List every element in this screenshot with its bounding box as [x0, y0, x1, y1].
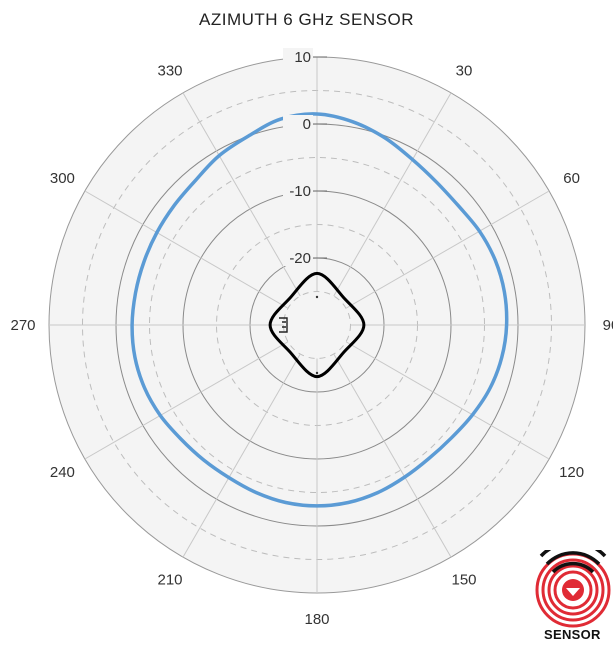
angle-label: 60	[563, 170, 580, 187]
label-group: 330 30 300 60 270 90 240 120 210 150 180 10 0 -10 -20	[10, 48, 613, 628]
sensor-logo	[533, 540, 613, 648]
center-mark-dot	[315, 295, 319, 299]
angle-label: 270	[10, 317, 35, 334]
grid-spoke	[333, 92, 452, 297]
grid-spoke	[182, 353, 301, 558]
grid-spoke	[345, 190, 550, 309]
angle-label: 120	[559, 464, 584, 481]
grid-spoke	[84, 341, 289, 460]
polar-grid	[48, 56, 586, 594]
radial-tick-bg	[283, 182, 313, 199]
series-group	[130, 112, 509, 508]
series-line-black	[268, 271, 366, 379]
sensor-logo-text: SENSOR	[544, 627, 601, 642]
angle-label: 330	[157, 62, 182, 79]
grid-spoke	[84, 190, 289, 309]
angle-label: 240	[50, 464, 75, 481]
center-mark-dot	[315, 371, 319, 375]
radial-tick-label: -20	[289, 250, 311, 267]
center-mark-bracket	[279, 317, 288, 333]
radial-tick-label: 10	[294, 49, 311, 66]
grid-spoke	[333, 353, 452, 558]
angle-label: 30	[456, 62, 473, 79]
radial-tick-label: 0	[303, 116, 311, 133]
radial-tick-bg	[283, 115, 313, 132]
angle-label: 180	[304, 611, 329, 628]
series-line-blue	[130, 112, 509, 508]
angle-label: 90	[603, 317, 613, 334]
angle-label: 210	[157, 572, 182, 589]
angle-label: 300	[50, 170, 75, 187]
grid-spoke	[182, 92, 301, 297]
chart-title: AZIMUTH 6 GHz SENSOR	[199, 10, 414, 29]
radial-tick-label: -10	[289, 183, 311, 200]
angle-label: 150	[451, 572, 476, 589]
radial-tick-bg	[283, 48, 313, 65]
sensor-logo-icon	[535, 540, 611, 628]
radial-tick-bg	[283, 249, 313, 266]
grid-spoke	[345, 341, 550, 460]
